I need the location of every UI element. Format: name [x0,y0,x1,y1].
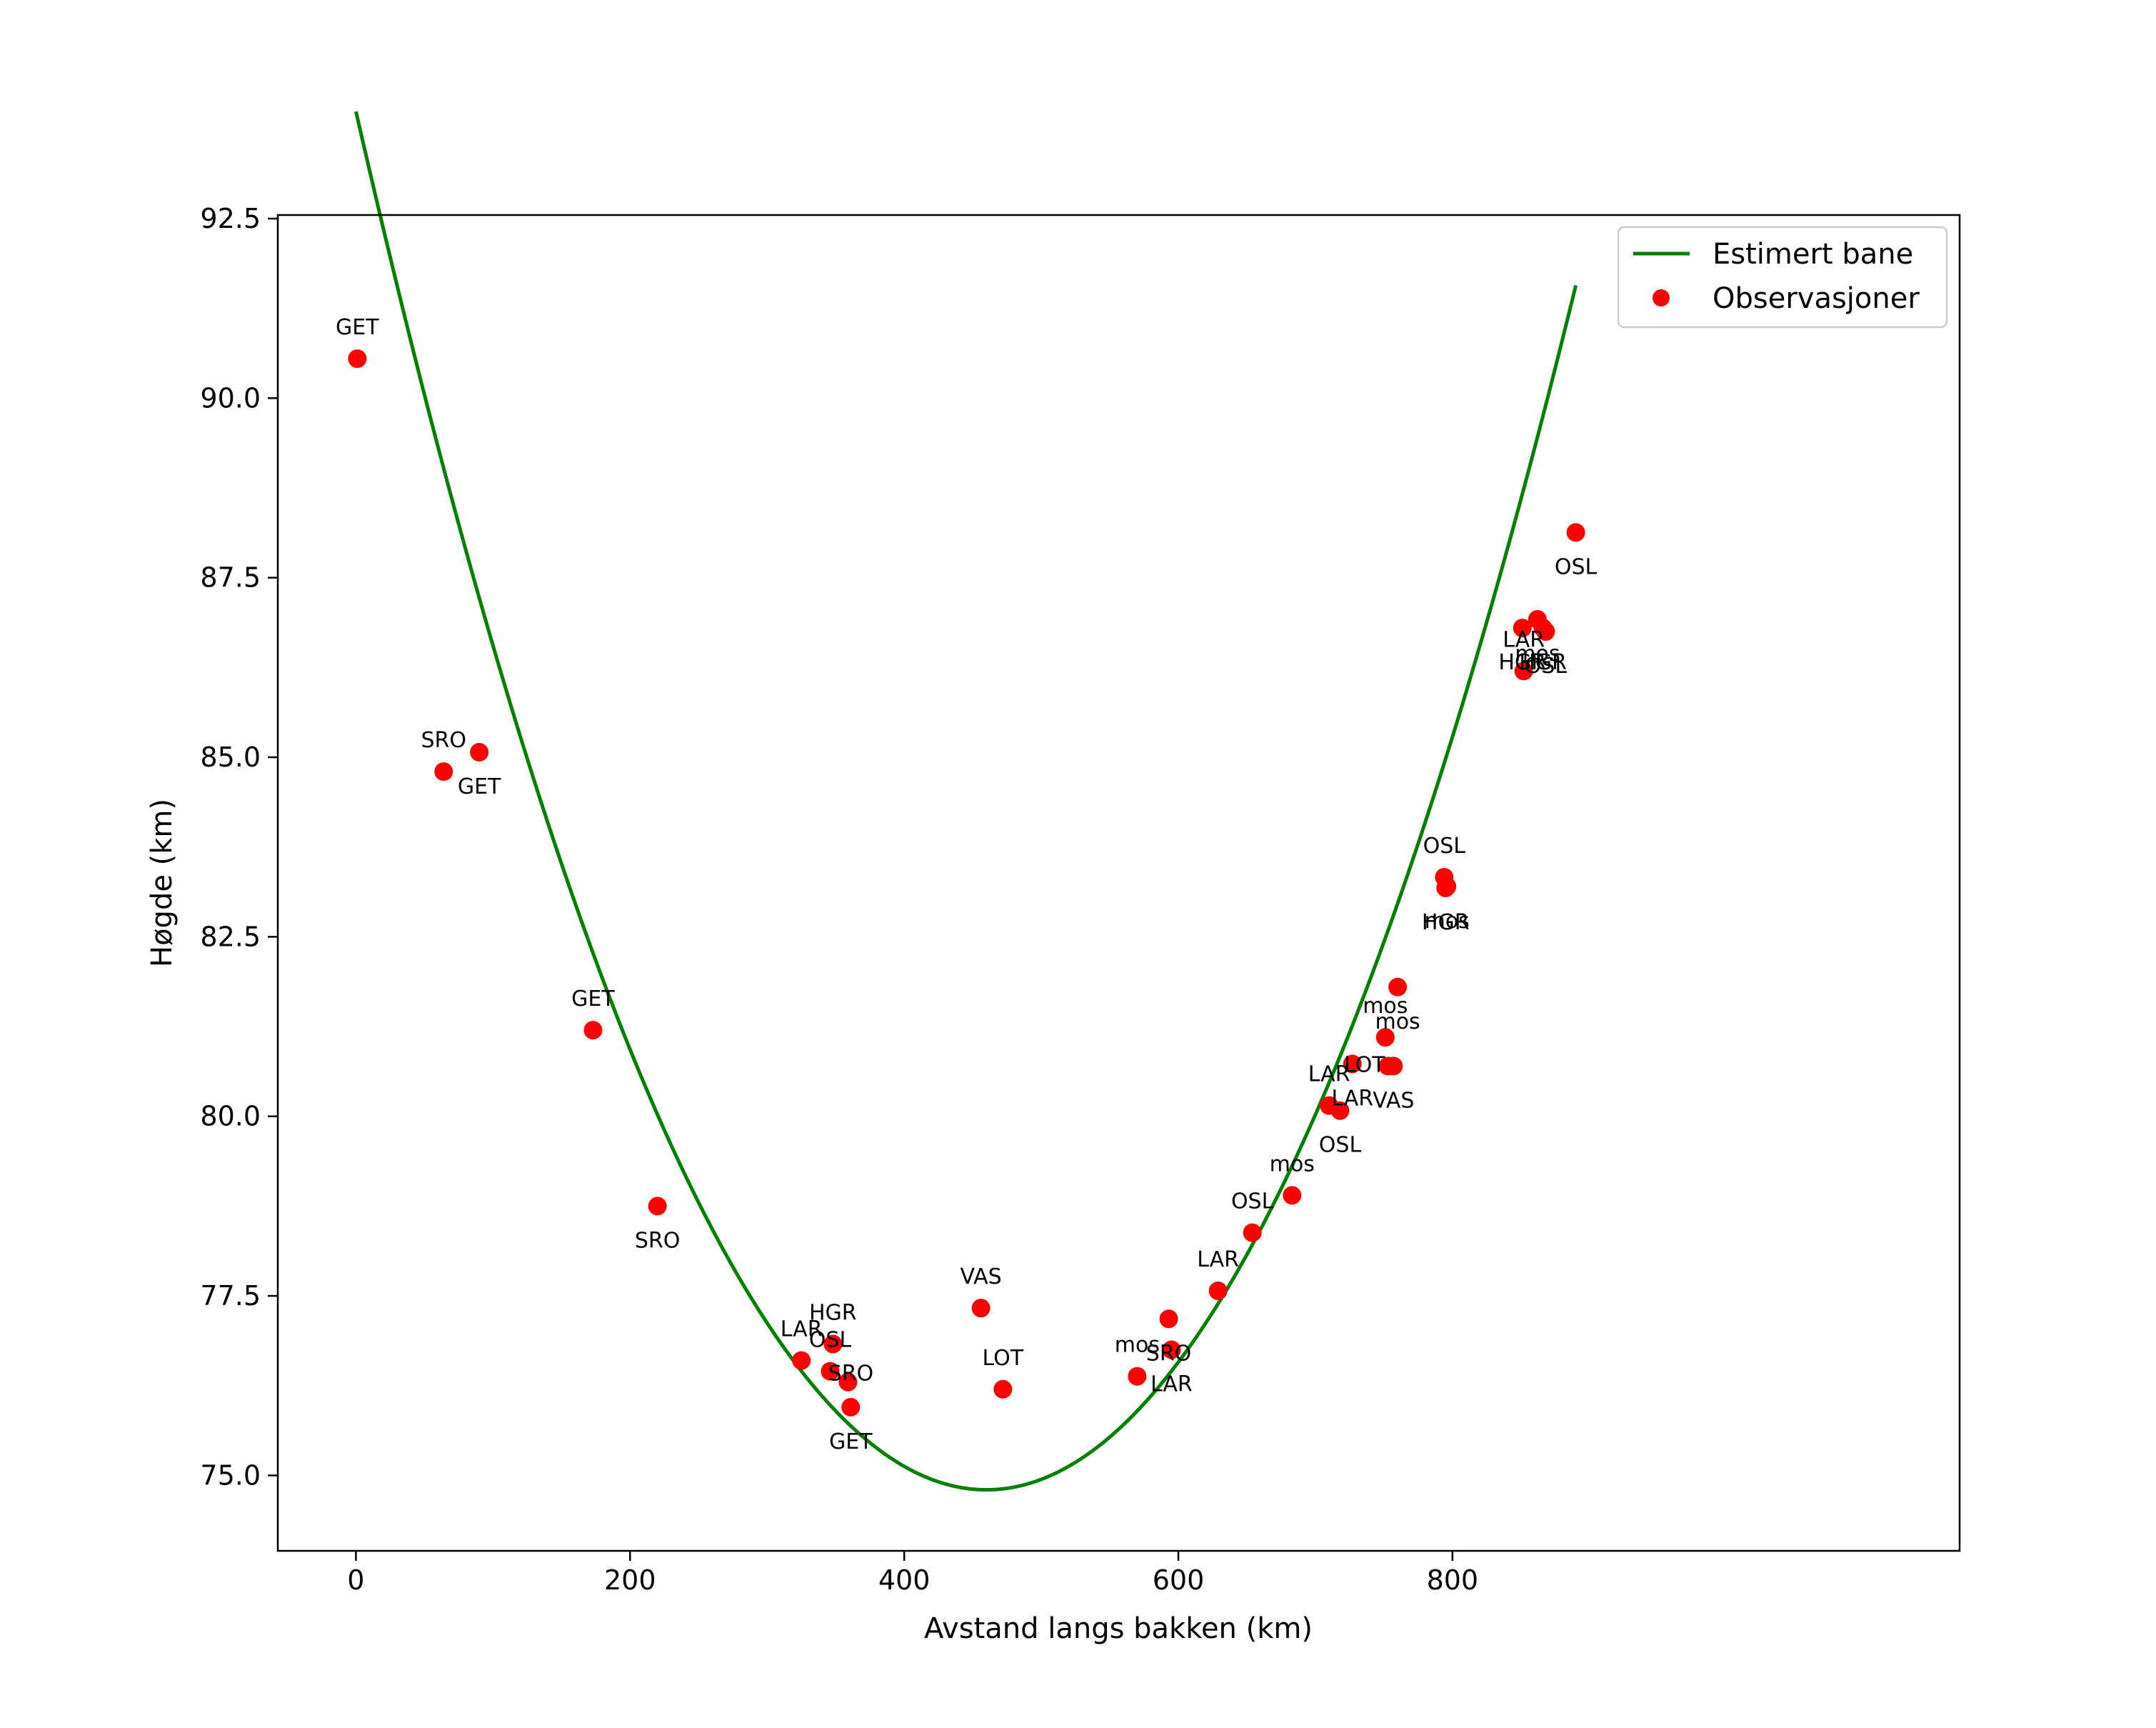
observation-label: GET [829,1429,873,1454]
observation-point [1208,1282,1228,1301]
observation-label: SRO [1146,1341,1192,1366]
observation-label: mos [1363,994,1408,1019]
observation-label: LAR [781,1317,823,1342]
legend-label-line: Estimert bane [1713,238,1913,271]
observation-point [838,1372,858,1392]
observation-label: LAR [1197,1247,1239,1272]
observation-label: GET [336,315,379,340]
observation-label: LAR [1503,627,1545,652]
y-tick-label: 80.0 [200,1101,261,1132]
observation-point [1330,1101,1350,1120]
observation-label: GET [571,987,615,1012]
observation-point [971,1299,991,1318]
plot-area-frame [276,214,1961,1552]
x-tick-label: 200 [604,1564,656,1596]
observation-point [1514,661,1533,681]
observation-label: HGR [1422,910,1470,935]
observation-point [1162,1340,1181,1359]
observation-point [434,762,453,781]
y-tick-label: 77.5 [200,1280,261,1312]
y-tick-label: 82.5 [200,921,261,952]
observation-label: mos [1375,1009,1420,1034]
observation-label: mos [1425,909,1470,934]
observation-point [648,1197,667,1216]
y-tick-label: 85.0 [200,741,261,773]
observation-point [1438,877,1457,897]
observation-point [1283,1186,1302,1205]
y-tick-label: 90.0 [200,382,261,414]
observation-point [1566,523,1585,542]
observation-point [583,1021,603,1040]
observation-label: OSL [1555,554,1598,579]
x-tick-label: 400 [878,1564,931,1596]
observation-point [841,1397,861,1417]
y-tick-label: 92.5 [200,203,261,234]
observation-point [1375,1028,1395,1047]
observation-label: VAS [961,1264,1002,1289]
observation-point [1388,977,1408,997]
observation-label: LOT [1344,1052,1385,1077]
observation-label: mos [1270,1152,1315,1177]
observation-point [1513,619,1532,638]
observation-label: OSL [1423,834,1466,859]
observation-label: HGR [809,1300,857,1325]
observation-point [1384,1057,1403,1076]
observation-label: OSL [1525,654,1568,679]
trajectory-line [354,111,1578,1492]
observation-label: OSL [1319,1133,1362,1158]
y-tick-label: 75.0 [200,1459,261,1491]
x-tick-label: 0 [347,1564,364,1596]
observation-label: VAS [1373,1088,1414,1113]
legend-label-points: Observasjoner [1713,282,1920,315]
y-tick-label: 87.5 [200,562,261,594]
observation-label: LOT [983,1346,1024,1371]
observation-label: mos [1515,641,1560,666]
x-tick-label: 600 [1153,1564,1205,1596]
y-axis-label: Høgde (km) [146,799,179,967]
observation-point [823,1334,843,1354]
observation-point [348,349,367,369]
legend-box [1617,226,1948,329]
observation-label: OSL [809,1328,852,1353]
observation-label: HGR [1498,650,1546,675]
observation-label: OSL [1231,1189,1274,1214]
observation-label: SRO [828,1362,874,1387]
legend-marker-swatch [1653,289,1670,306]
observation-label: mos [1115,1333,1160,1358]
observation-label: LAR [1150,1372,1193,1397]
observation-label: GET [458,774,501,799]
observation-label: SRO [421,728,466,753]
observation-point [1343,1054,1362,1074]
observation-label: LAR [1308,1062,1350,1087]
observation-label: HGR [1519,650,1567,675]
observation-point [1536,622,1555,641]
observation-point [1243,1223,1262,1242]
observation-point [792,1351,811,1370]
x-tick-label: 800 [1427,1564,1479,1596]
observation-label: SRO [635,1228,681,1253]
observation-point [1128,1367,1147,1386]
legend: Estimert bane Observasjoner [1617,226,1948,329]
observation-point [470,743,489,762]
observation-point [821,1362,840,1381]
observation-point [993,1379,1013,1399]
observation-point [1159,1309,1178,1329]
x-axis-label: Avstand langs bakken (km) [924,1612,1313,1645]
observation-label: LAR [1331,1086,1373,1111]
